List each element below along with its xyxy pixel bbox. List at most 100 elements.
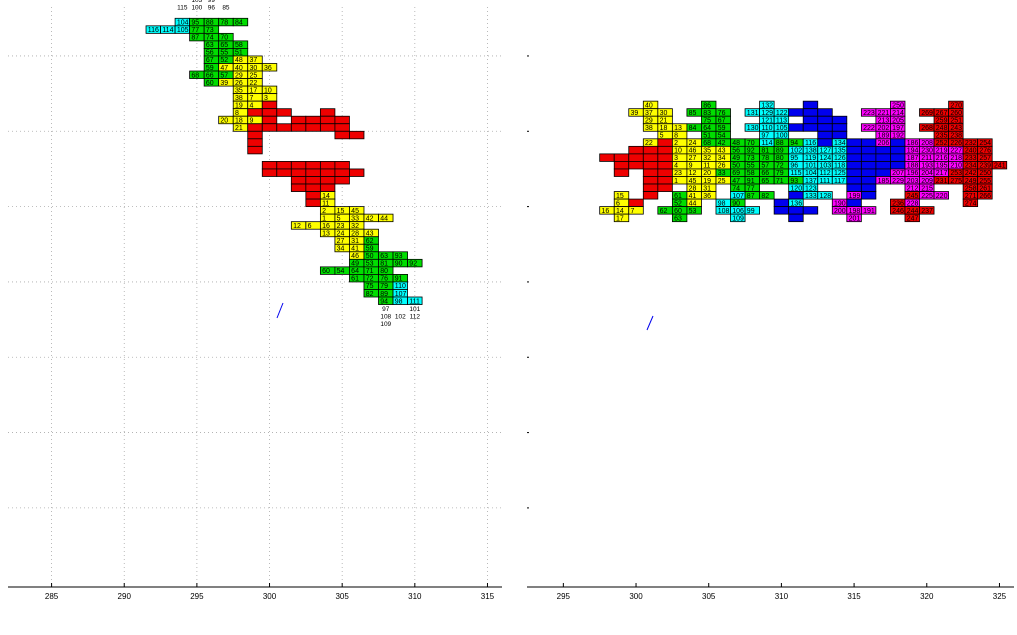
cell-label: 268	[921, 125, 933, 132]
grid-cell: 197	[890, 123, 906, 132]
cell-label: 89	[776, 148, 784, 155]
grid-cell	[657, 161, 673, 170]
cell-rect	[657, 168, 673, 177]
cell-label: 229	[892, 178, 904, 185]
cell-label: 60	[206, 80, 214, 87]
cell-label: 43	[366, 230, 374, 237]
cell-rect	[860, 206, 877, 215]
grid-cell: 29	[232, 70, 249, 79]
grid-cell: 7	[628, 206, 644, 215]
grid-cell: 54	[334, 266, 350, 275]
cell-label: 189	[878, 133, 890, 140]
cell-label: 131	[747, 110, 759, 117]
grid-cell: 21	[657, 115, 673, 125]
grid-cell	[613, 161, 630, 170]
grid-cell	[860, 183, 877, 192]
cell-label: 110	[761, 125, 772, 132]
grid-cell	[657, 138, 673, 147]
cell-label: 109	[732, 215, 744, 222]
grid-cell: 114	[759, 138, 775, 147]
cell-label: 18	[235, 118, 243, 125]
cell-rect	[860, 176, 877, 185]
loose-label: 102	[395, 313, 406, 320]
grid-cell: 26	[232, 78, 249, 87]
cell-label: 119	[805, 155, 816, 162]
grid-cell: 258	[962, 183, 979, 192]
grid-cell	[642, 153, 659, 162]
cell-label: 107	[732, 193, 744, 200]
cell-rect	[613, 153, 630, 162]
grid-cell: 194	[904, 145, 920, 155]
cell-label: 34	[718, 155, 726, 162]
loose-label: 103	[191, 0, 202, 4]
cell-rect	[276, 161, 292, 170]
cell-label: 102	[790, 148, 802, 155]
cell-label: 92	[409, 261, 417, 268]
grid-cell: 44	[378, 213, 394, 222]
cell-label: 95	[790, 155, 798, 162]
grid-cell	[657, 153, 673, 162]
cell-label: 236	[892, 200, 904, 207]
grid-cell: 255	[977, 176, 993, 185]
cell-label: 193	[921, 163, 933, 170]
cell-label: 219	[936, 148, 948, 155]
cell-label: 87	[747, 193, 755, 200]
grid-cell: 242	[962, 168, 979, 177]
cell-label: 70	[220, 35, 228, 42]
cell-rect	[276, 108, 292, 117]
grid-cell	[247, 123, 263, 132]
cell-label: 5	[660, 133, 664, 140]
grid-cell: 55	[744, 161, 760, 170]
grid-cell: 186	[904, 138, 920, 147]
grid-cell	[334, 176, 350, 185]
cell-label: 60	[674, 208, 682, 215]
grid-cell: 116	[802, 138, 819, 147]
cell-label: 105	[776, 125, 788, 132]
cell-label: 185	[878, 178, 890, 185]
grid-cell: 134	[831, 138, 848, 147]
grid-cell	[860, 153, 877, 162]
cell-label: 3	[674, 155, 678, 162]
cell-label: 52	[674, 200, 682, 207]
grid-cell: 243	[948, 123, 964, 132]
grid-cell	[890, 138, 906, 147]
cell-label: 64	[703, 125, 711, 132]
grid-cell: 66	[759, 168, 775, 177]
grid-cell: 31	[701, 183, 717, 192]
grid-cell: 78	[218, 17, 234, 27]
grid-cell	[788, 191, 804, 200]
cell-label: 50	[732, 163, 740, 170]
grid-cell	[261, 123, 278, 132]
grid-cell: 8	[671, 130, 688, 140]
cell-label: 27	[337, 238, 345, 245]
grid-cell: 1	[319, 213, 336, 222]
cell-rect	[904, 213, 920, 223]
cell-label: 49	[351, 261, 359, 268]
cell-rect	[261, 115, 278, 125]
cell-label: 79	[380, 283, 388, 290]
grid-cell: 39	[628, 108, 644, 117]
cell-label: 234	[965, 163, 977, 170]
grid-cell: 18	[657, 123, 673, 132]
grid-cell: 130	[744, 123, 760, 132]
grid-cell: 35	[701, 145, 717, 155]
grid-cell: 48	[232, 55, 249, 64]
cell-label: 15	[616, 193, 624, 200]
grid-cell: 38	[232, 93, 249, 102]
cell-label: 1	[674, 178, 678, 185]
cell-label: 79	[776, 170, 784, 177]
cell-label: 13	[674, 125, 682, 132]
grid-cell: 12	[290, 221, 307, 230]
cell-label: 4	[249, 102, 253, 109]
cell-label: 235	[936, 133, 948, 140]
grid-cell: 84	[686, 123, 702, 132]
grid-cell: 246	[890, 206, 906, 215]
cell-label: 39	[631, 110, 639, 117]
grid-cell: 19	[701, 176, 717, 185]
cell-label: 208	[921, 140, 933, 147]
cell-rect	[860, 145, 877, 155]
grid-cell: 221	[875, 108, 891, 117]
grid-cell: 92	[744, 145, 760, 155]
cell-label: 118	[834, 163, 845, 170]
cell-label: 45	[351, 208, 359, 215]
